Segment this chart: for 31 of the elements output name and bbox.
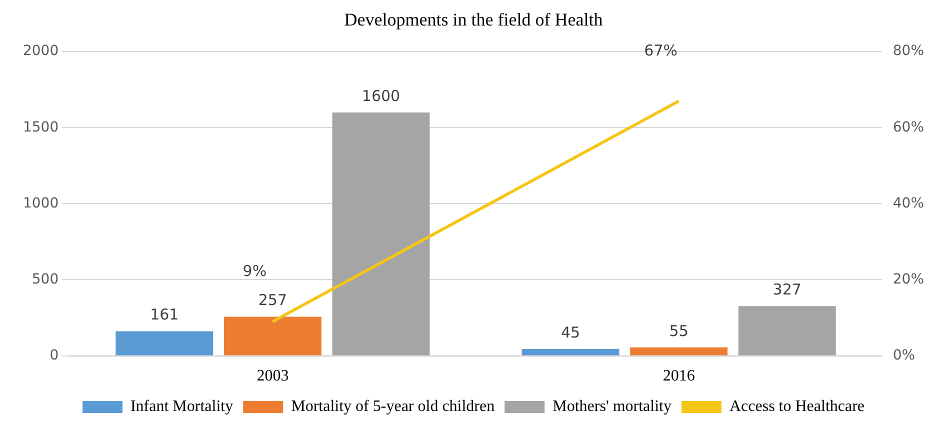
bar xyxy=(224,316,322,356)
y2-tick-label: 0% xyxy=(892,347,916,364)
chart-title: Developments in the field of Health xyxy=(344,10,603,30)
x-tick-label: 2003 xyxy=(256,368,289,385)
data-label: 67% xyxy=(644,41,678,60)
data-label: 45 xyxy=(560,323,580,342)
data-label: 161 xyxy=(150,306,179,324)
data-label: 1600 xyxy=(362,86,400,105)
bar xyxy=(116,331,214,356)
data-label: 257 xyxy=(258,291,288,310)
y-tick-label: 2000 xyxy=(22,43,59,60)
y2-tick-label: 20% xyxy=(892,271,924,288)
legend-label: Access to Healthcare xyxy=(729,398,865,416)
legend-label: Mothers' mortality xyxy=(552,398,672,416)
bar xyxy=(332,112,430,356)
data-label: 9% xyxy=(242,262,267,280)
y2-tick-label: 60% xyxy=(892,119,924,136)
y2-tick-label: 40% xyxy=(892,195,924,212)
y-tick-label: 500 xyxy=(32,271,59,288)
y-tick-label: 1500 xyxy=(22,119,59,136)
bar xyxy=(522,348,620,356)
y-tick-label: 0 xyxy=(50,347,59,364)
bar xyxy=(630,347,728,356)
y2-tick-label: 80% xyxy=(892,43,924,60)
bar xyxy=(738,306,836,356)
legend-label: Mortality of 5-year old children xyxy=(291,398,495,416)
legend-label: Infant Mortality xyxy=(130,398,234,416)
x-tick-label: 2016 xyxy=(662,368,695,385)
data-label: 55 xyxy=(669,322,688,340)
data-label: 327 xyxy=(772,280,802,298)
y-tick-label: 1000 xyxy=(22,195,59,212)
